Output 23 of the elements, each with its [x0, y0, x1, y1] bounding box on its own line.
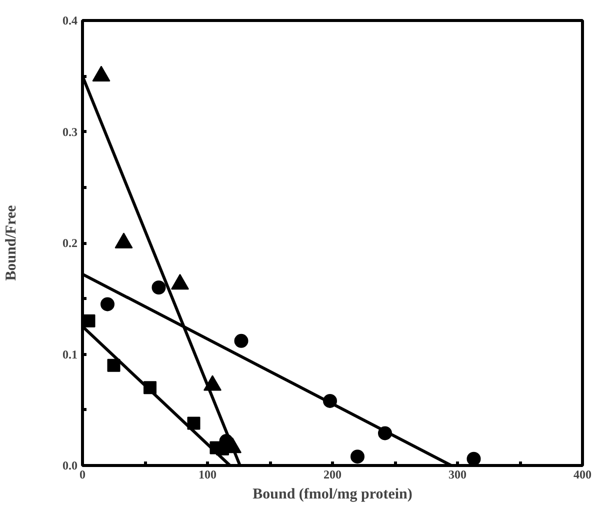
y-tick-label: 0.4 [62, 14, 78, 28]
point [466, 452, 481, 466]
y-tick-label: 0.1 [62, 347, 78, 362]
x-tick-label: 300 [448, 468, 466, 482]
y-tick-label: 0.0 [62, 458, 78, 472]
y-tick-label: 0.2 [62, 236, 78, 250]
x-tick-label: 0 [80, 468, 86, 482]
y-tick-label: 0.3 [62, 124, 78, 139]
point [152, 280, 166, 294]
y-axis-title: Bound/Free [4, 204, 20, 281]
point [82, 314, 96, 328]
point [234, 334, 248, 348]
x-axis-title: Bound (fmol/mg protein) [252, 486, 412, 502]
point [107, 358, 120, 372]
x-tick-label: 200 [324, 468, 342, 482]
point [350, 450, 364, 464]
point [100, 297, 114, 312]
point [171, 274, 189, 290]
x-tick-label: 400 [574, 468, 592, 482]
x-tick-label: 100 [198, 468, 216, 482]
point [114, 232, 133, 248]
point [92, 66, 110, 82]
point [187, 416, 200, 430]
